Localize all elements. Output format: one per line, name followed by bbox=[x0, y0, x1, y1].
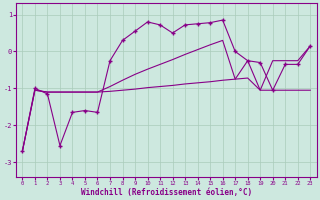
X-axis label: Windchill (Refroidissement éolien,°C): Windchill (Refroidissement éolien,°C) bbox=[81, 188, 252, 197]
